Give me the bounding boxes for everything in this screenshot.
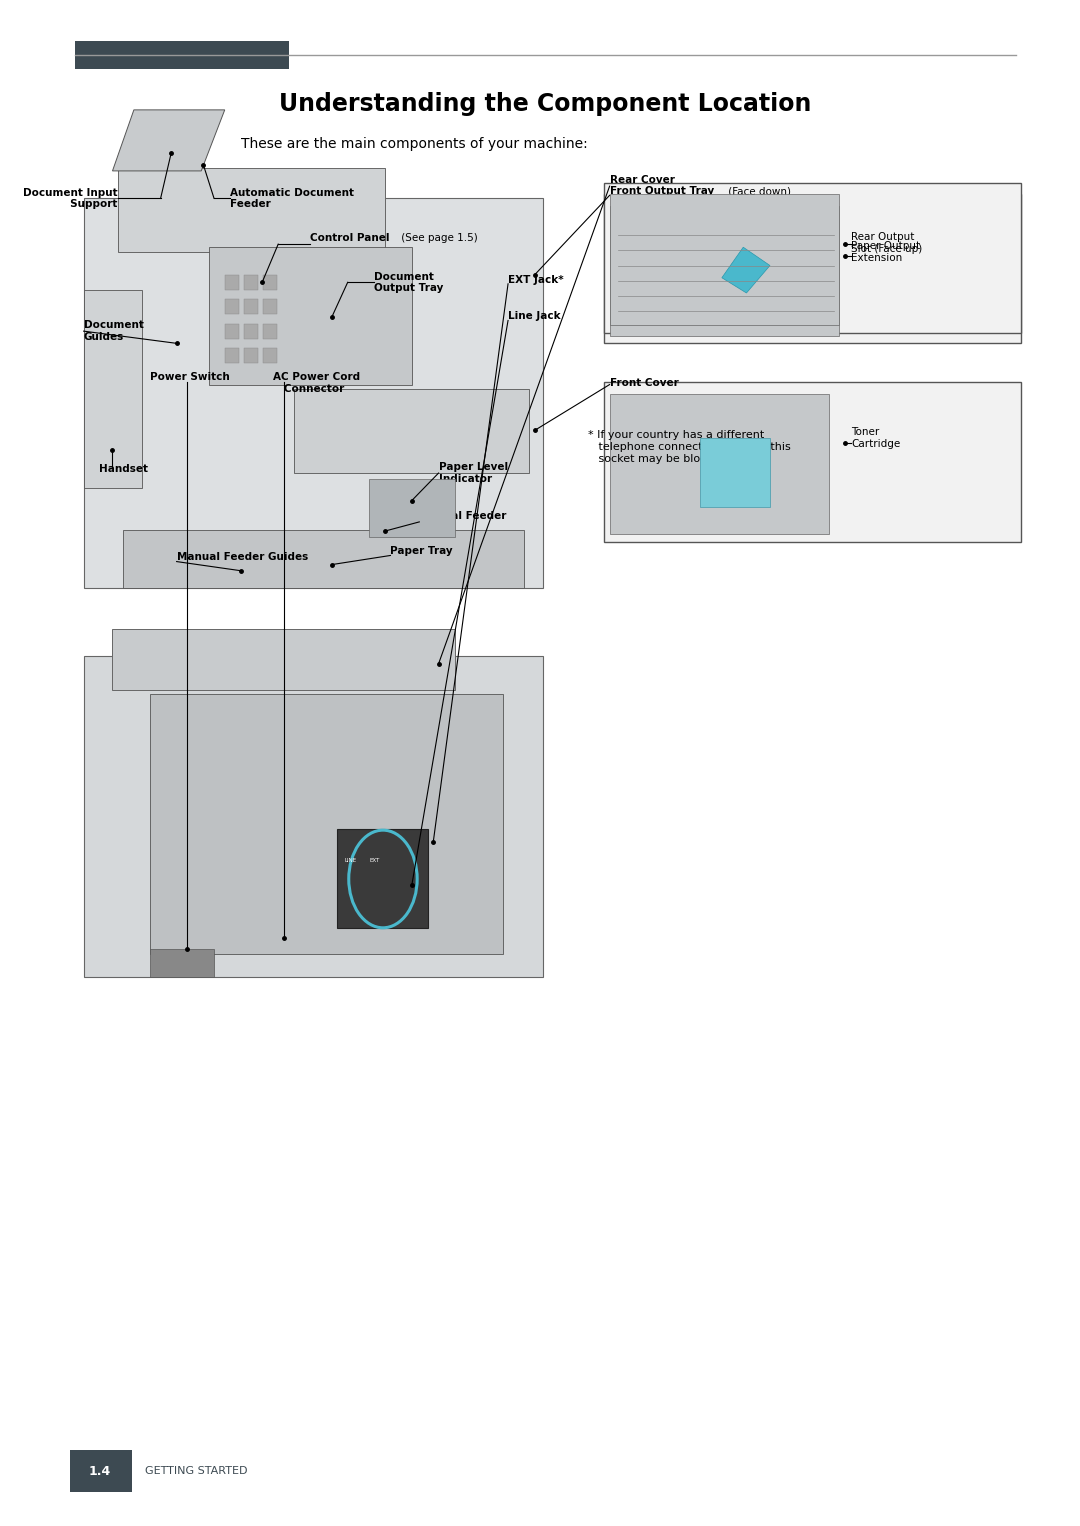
Text: Paper Tray: Paper Tray bbox=[391, 546, 454, 557]
Text: Toner
Cartridge: Toner Cartridge bbox=[851, 427, 901, 449]
Text: Front Cover: Front Cover bbox=[609, 378, 678, 389]
Text: Control Panel: Control Panel bbox=[310, 233, 390, 244]
Text: LINE: LINE bbox=[345, 858, 356, 862]
Polygon shape bbox=[112, 110, 225, 171]
Bar bbox=[605, 183, 1022, 333]
Text: Line Jack: Line Jack bbox=[508, 311, 561, 322]
Bar bbox=[369, 479, 455, 537]
Bar bbox=[76, 41, 288, 69]
Text: Document
Output Tray: Document Output Tray bbox=[375, 272, 444, 293]
Text: AC Power Cord
   Connector: AC Power Cord Connector bbox=[273, 372, 360, 394]
Text: Power Switch: Power Switch bbox=[150, 372, 230, 383]
Text: Front Output Tray: Front Output Tray bbox=[609, 186, 714, 197]
Bar bbox=[264, 299, 278, 314]
Text: Rear Cover: Rear Cover bbox=[609, 175, 675, 186]
Bar bbox=[244, 299, 258, 314]
Text: Handset: Handset bbox=[98, 464, 148, 475]
Text: Manual Feeder Guides: Manual Feeder Guides bbox=[177, 552, 308, 563]
Text: Manual Feeder: Manual Feeder bbox=[419, 511, 507, 522]
Text: (Face down): (Face down) bbox=[725, 186, 791, 197]
Bar bbox=[609, 194, 839, 325]
Bar bbox=[225, 299, 239, 314]
Bar bbox=[609, 206, 839, 336]
Text: 1.4: 1.4 bbox=[89, 1465, 111, 1477]
Bar bbox=[701, 438, 770, 507]
Text: Document Input
     Support: Document Input Support bbox=[23, 188, 118, 209]
Text: Rear View: Rear View bbox=[260, 629, 370, 647]
Bar bbox=[83, 656, 543, 977]
Bar bbox=[605, 194, 1022, 343]
Text: Paper Level
Indicator: Paper Level Indicator bbox=[438, 462, 508, 484]
Text: Automatic Document
Feeder: Automatic Document Feeder bbox=[230, 188, 354, 209]
Bar bbox=[208, 247, 411, 385]
Text: Rear Output
Slot (Face up): Rear Output Slot (Face up) bbox=[851, 232, 922, 253]
Bar bbox=[112, 629, 455, 690]
Polygon shape bbox=[721, 247, 770, 293]
Bar bbox=[123, 530, 524, 588]
Text: EXT: EXT bbox=[369, 858, 379, 862]
Bar bbox=[337, 829, 428, 928]
Bar bbox=[244, 324, 258, 339]
Bar bbox=[294, 389, 529, 473]
Text: Document
Guides: Document Guides bbox=[83, 320, 144, 342]
Bar bbox=[150, 694, 502, 954]
Bar bbox=[264, 275, 278, 290]
Bar bbox=[264, 348, 278, 363]
Text: * If your country has a different
   telephone connection system, this
   socket: * If your country has a different teleph… bbox=[589, 430, 791, 464]
Bar bbox=[264, 324, 278, 339]
Text: These are the main components of your machine:: These are the main components of your ma… bbox=[241, 137, 588, 151]
Bar bbox=[605, 382, 1022, 542]
Bar bbox=[225, 275, 239, 290]
Text: Front View: Front View bbox=[257, 171, 375, 189]
Text: EXT Jack*: EXT Jack* bbox=[508, 275, 564, 285]
Bar bbox=[83, 198, 543, 588]
Bar bbox=[83, 290, 143, 488]
Bar bbox=[244, 348, 258, 363]
Text: (See page 1.5): (See page 1.5) bbox=[397, 233, 477, 244]
Text: Understanding the Component Location: Understanding the Component Location bbox=[280, 92, 812, 116]
Bar bbox=[225, 348, 239, 363]
Bar bbox=[118, 168, 386, 252]
Text: GETTING STARTED: GETTING STARTED bbox=[145, 1466, 247, 1476]
Bar bbox=[225, 324, 239, 339]
Text: Paper Output
Extension: Paper Output Extension bbox=[851, 241, 920, 262]
Bar bbox=[150, 949, 214, 977]
Bar bbox=[70, 1450, 132, 1492]
Bar bbox=[609, 394, 828, 534]
Bar bbox=[244, 275, 258, 290]
